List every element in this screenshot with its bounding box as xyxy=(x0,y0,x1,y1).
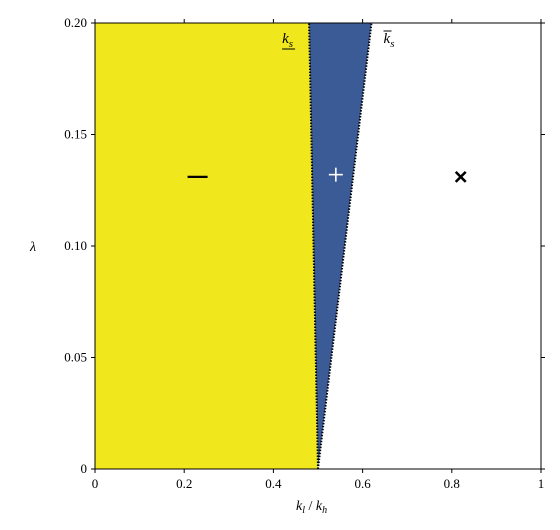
region-cross xyxy=(318,23,541,469)
x-axis-label-den-sub: h xyxy=(322,505,327,516)
x-tick-label: 0.4 xyxy=(265,476,282,491)
regions-layer xyxy=(95,23,541,469)
y-tick-label: 0.15 xyxy=(64,127,87,142)
x-tick-label: 1 xyxy=(538,476,545,491)
boundary-lower-ks xyxy=(308,22,319,470)
x-axis-label-den: k xyxy=(316,499,323,514)
x-tick-label: 0.8 xyxy=(444,476,460,491)
y-tick-label: 0.20 xyxy=(64,15,87,30)
marker-cross-b xyxy=(454,170,467,183)
boundary-label-lower: ks xyxy=(282,31,293,50)
boundary-label-upper-sub: s xyxy=(390,38,394,50)
region-plus xyxy=(309,23,372,469)
y-axis-ticks: 0 0.05 0.10 0.15 0.20 xyxy=(64,15,545,476)
y-axis-label: λ xyxy=(29,240,36,255)
region-minus xyxy=(95,23,318,469)
boundary-label-lower-sub: s xyxy=(289,38,293,50)
x-axis-label-slash: / xyxy=(305,499,316,514)
y-tick-label: 0 xyxy=(81,461,88,476)
boundary-label-upper: ks xyxy=(384,31,395,50)
x-axis-label-num: k xyxy=(296,499,303,514)
region-markers xyxy=(187,167,467,183)
x-tick-label: 0 xyxy=(92,476,99,491)
x-axis-ticks: 0 0.2 0.4 0.6 0.8 1 xyxy=(92,19,545,491)
x-tick-label: 0.6 xyxy=(354,476,371,491)
y-tick-label: 0.05 xyxy=(64,350,87,365)
x-axis-label: kl / kh xyxy=(296,499,327,516)
y-tick-label: 0.10 xyxy=(64,238,87,253)
boundaries-layer xyxy=(308,22,373,470)
x-axis-label-num-sub: l xyxy=(302,505,305,516)
x-tick-label: 0.2 xyxy=(176,476,192,491)
